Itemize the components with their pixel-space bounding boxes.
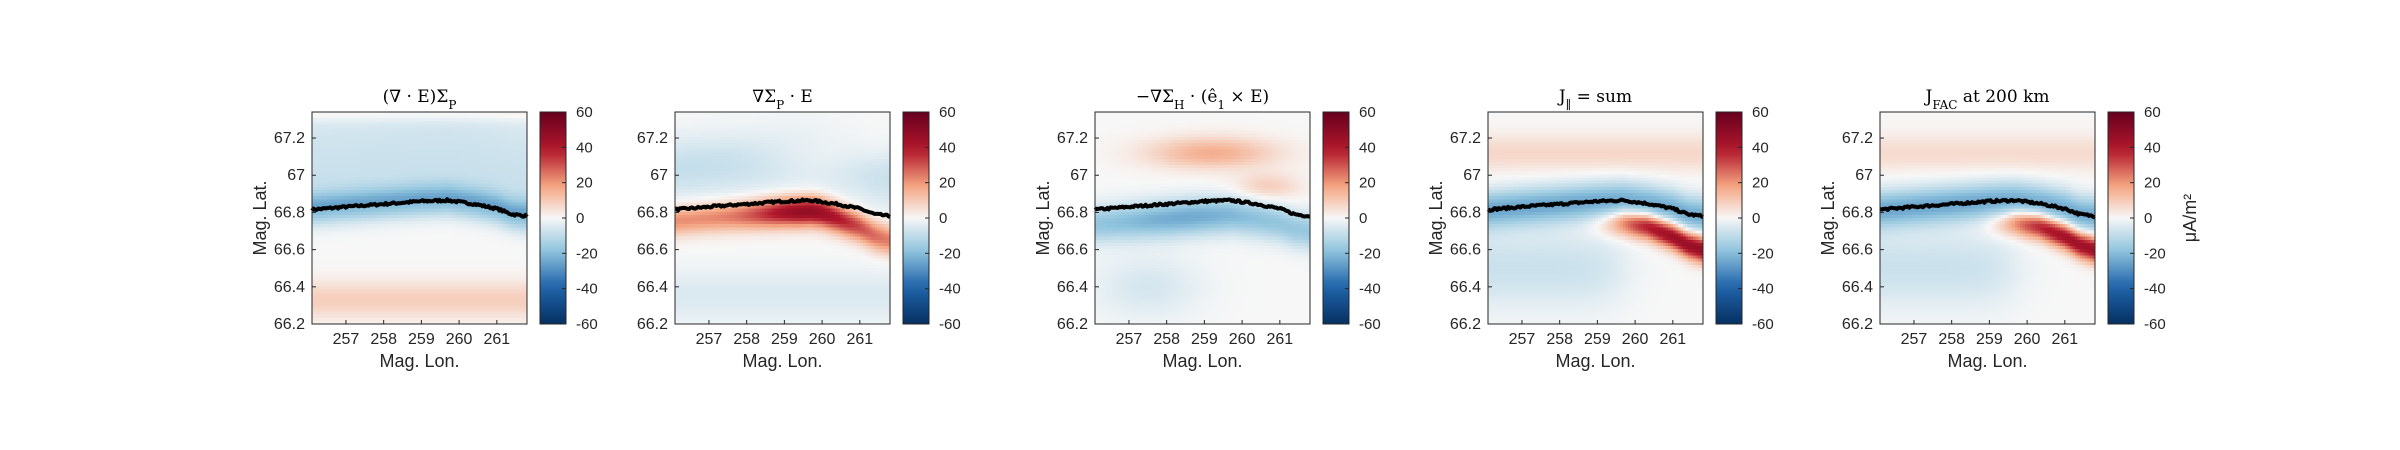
figure: 257 258 259 260 26167.26766.866.666.466.2(∇ … <box>0 0 2400 450</box>
heatmap-field <box>312 112 528 325</box>
panel-1: 257 258 259 260 26167.26766.866.666.466.2(∇ … <box>250 87 598 371</box>
